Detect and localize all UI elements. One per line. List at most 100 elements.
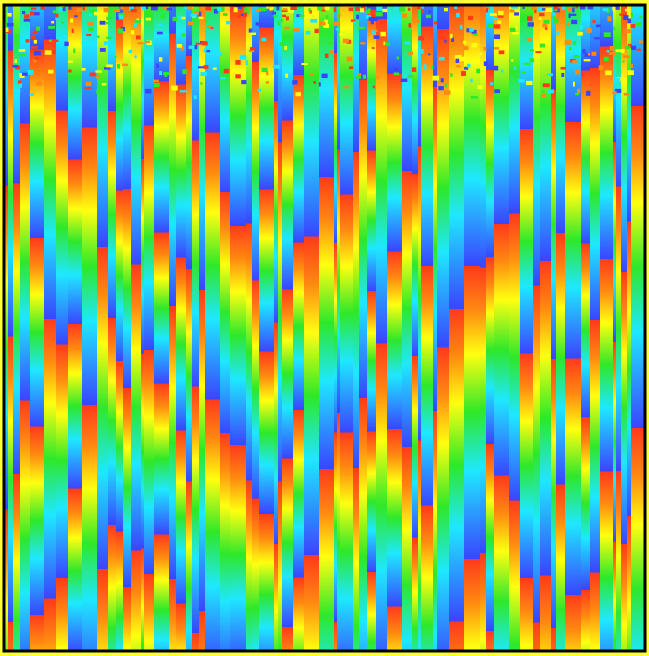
noise-speck [412,67,416,72]
noise-speck [394,68,398,71]
noise-speck [333,22,340,26]
noise-speck [52,40,58,42]
noise-speck [471,43,477,47]
noise-speck [217,7,221,11]
noise-speck [586,91,590,96]
noise-speck [68,70,71,73]
rainbow-column [520,6,533,650]
noise-speck [45,50,52,55]
noise-speck [258,7,261,9]
rainbow-column [97,6,108,650]
noise-speck [235,74,241,78]
noise-speck [439,36,446,39]
noise-speck [34,40,37,44]
noise-speck [542,91,544,93]
noise-speck [31,8,36,10]
noise-speck [14,89,21,93]
noise-speck [373,86,375,89]
noise-speck [567,22,569,26]
noise-speck [262,68,268,72]
noise-speck [493,18,498,20]
noise-speck [85,6,87,11]
noise-speck [374,35,380,39]
noise-speck [514,67,516,70]
noise-speck [102,83,107,85]
noise-speck [419,49,423,54]
rainbow-column [533,6,540,650]
rainbow-column [600,6,613,650]
noise-speck [196,43,203,45]
noise-speck [360,42,365,44]
noise-speck [484,61,488,66]
noise-speck [283,8,288,11]
rainbow-column [123,6,131,650]
noise-speck [159,71,162,75]
noise-speck [207,25,212,28]
noise-speck [358,27,365,29]
rainbow-column [205,6,220,650]
noise-speck [200,72,206,76]
noise-speck [542,8,545,10]
noise-speck [329,50,333,54]
noise-speck [580,6,585,9]
noise-speck [582,49,585,53]
noise-speck [382,9,387,12]
rainbow-column [230,6,246,650]
noise-speck [612,91,616,94]
noise-speck [243,13,247,17]
noise-speck [74,15,77,17]
noise-speck [625,9,629,12]
rainbow-column [494,6,509,650]
noise-speck [438,29,443,32]
noise-speck [285,27,290,30]
noise-speck [34,51,41,56]
noise-speck [347,57,353,62]
noise-speck [159,24,163,26]
noise-speck [224,69,229,74]
noise-speck [610,46,615,51]
noise-speck [334,7,337,12]
rainbow-column [282,6,293,650]
noise-speck [575,70,580,75]
noise-speck [120,6,123,9]
noise-speck [580,25,583,30]
noise-speck [181,17,185,20]
noise-speck [246,60,248,65]
noise-speck [86,34,91,36]
rainbow-column [82,6,97,650]
noise-speck [272,12,276,15]
noise-speck [531,7,537,10]
noise-speck [146,18,151,21]
rainbow-column [509,6,520,650]
rainbow-column [131,6,141,650]
noise-speck [151,6,158,10]
noise-speck [204,65,209,69]
noise-speck [250,33,256,35]
noise-speck [322,74,328,78]
rainbow-column [176,6,186,650]
noise-speck [575,93,579,95]
noise-speck [572,60,577,63]
rainbow-column [319,6,334,650]
noise-speck [260,7,266,11]
noise-speck [319,22,325,26]
noise-speck [542,94,546,97]
noise-speck [48,26,55,29]
noise-speck [372,47,375,49]
noise-speck [401,79,408,82]
noise-speck [527,16,532,21]
noise-speck [428,10,431,12]
rainbow-column [304,6,319,650]
noise-speck [369,17,375,21]
noise-speck [337,15,341,17]
noise-speck [456,59,459,63]
noise-speck [96,75,100,79]
noise-speck [94,12,99,15]
noise-speck [234,7,238,12]
noise-speck [279,11,282,15]
noise-speck [540,44,545,48]
noise-speck [24,19,31,22]
noise-speck [34,12,40,15]
noise-speck [565,40,572,44]
rainbow-column [186,6,192,650]
